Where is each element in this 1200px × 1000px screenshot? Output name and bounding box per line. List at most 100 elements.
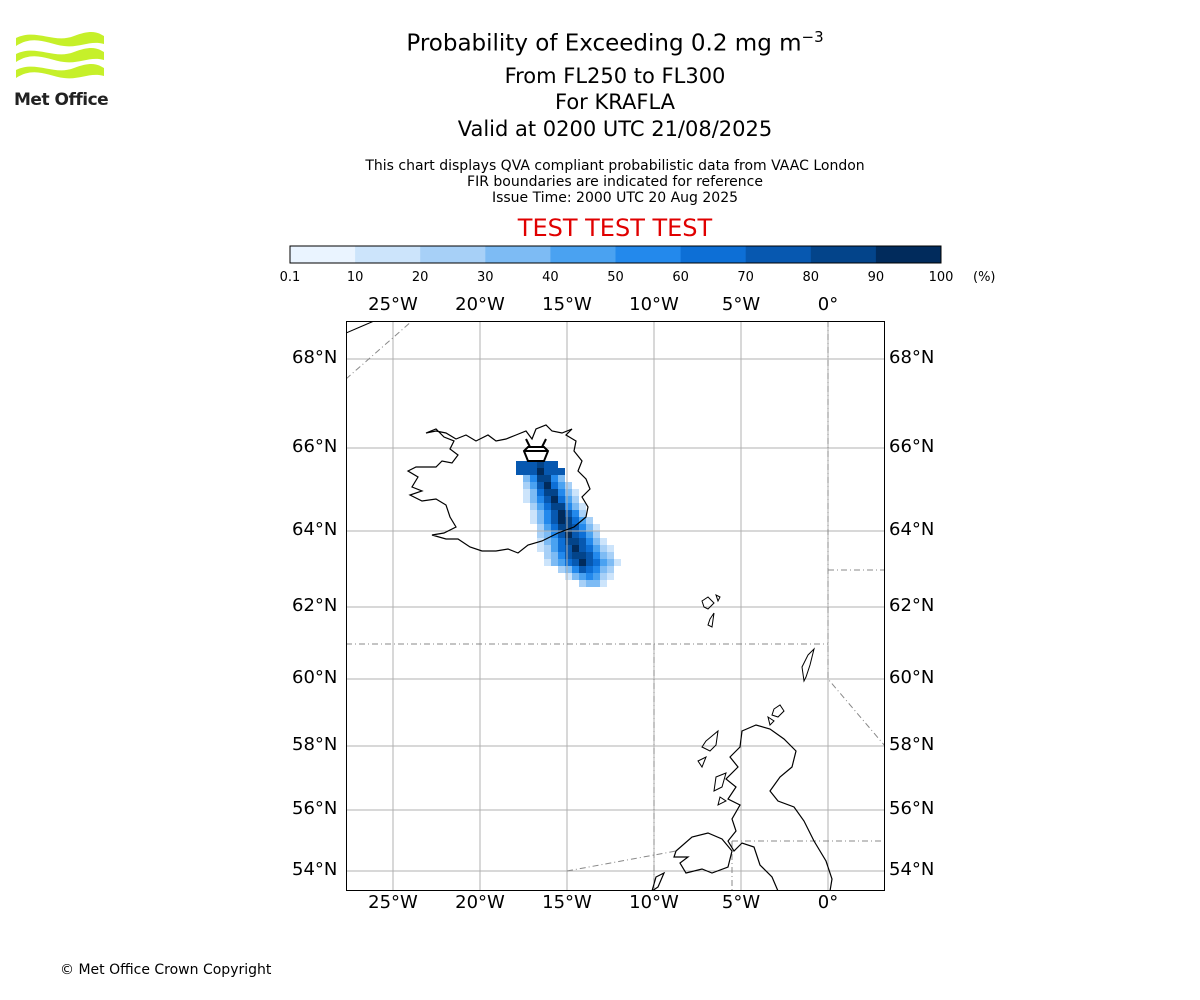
plume-cell <box>586 566 593 573</box>
plume-cell <box>593 580 600 587</box>
colorbar-tick: 20 <box>411 270 429 285</box>
plume-cell <box>558 517 565 524</box>
plume-cell <box>530 496 537 503</box>
colorbar-tick: 60 <box>672 270 689 285</box>
map <box>346 321 885 891</box>
plume-cell <box>565 573 572 580</box>
plume-cell <box>572 524 579 531</box>
lon-label: 20°W <box>455 892 505 913</box>
plume-cell <box>586 573 593 580</box>
plume-cell <box>544 545 551 552</box>
plume-cell <box>565 503 572 510</box>
plume-cell <box>579 503 586 510</box>
plume-cell <box>551 545 558 552</box>
colorbar-swatch <box>485 246 551 263</box>
plume-cell <box>586 517 593 524</box>
lat-label: 60°N <box>292 667 338 688</box>
plume-cell <box>593 559 600 566</box>
plume-cell <box>572 545 579 552</box>
plume-cell <box>537 503 544 510</box>
plume-cell <box>565 545 572 552</box>
plume-cell <box>572 552 579 559</box>
coastline-greenland <box>346 321 375 334</box>
plume-cell <box>551 552 558 559</box>
logo-text: Met Office <box>14 90 109 110</box>
plume-cell <box>537 545 544 552</box>
plume-cell <box>586 531 593 538</box>
plume-cell <box>565 496 572 503</box>
plume-cell <box>530 517 537 524</box>
plume-cell <box>537 461 544 468</box>
lon-label: 10°W <box>629 294 679 315</box>
plume-cell <box>530 510 537 517</box>
plume-cell <box>579 538 586 545</box>
plume-cell <box>558 524 565 531</box>
plume-cell <box>544 517 551 524</box>
colorbar-swatch <box>615 246 682 263</box>
lat-label: 62°N <box>292 595 338 616</box>
plume-cell <box>530 482 537 489</box>
plume-cell <box>558 566 565 573</box>
plume-cell <box>530 475 537 482</box>
plume-cell <box>586 524 593 531</box>
colorbar-swatch <box>875 246 942 263</box>
plume-cell <box>544 482 551 489</box>
plume-cell <box>558 496 565 503</box>
plume-cell <box>572 496 579 503</box>
plume-cell <box>579 545 586 552</box>
plume-cell <box>607 552 614 559</box>
plume-cell <box>558 482 565 489</box>
plume-cell <box>579 552 586 559</box>
plume-cell <box>516 468 523 475</box>
coastline-faroe <box>701 594 721 628</box>
plume-cell <box>600 559 607 566</box>
plume-cell <box>607 545 614 552</box>
plume-cell <box>579 573 586 580</box>
lon-label: 15°W <box>542 294 592 315</box>
plume-cell <box>579 531 586 538</box>
coastline-iceland <box>406 424 591 554</box>
coastline-scotland <box>725 724 833 891</box>
plume-cell <box>579 524 586 531</box>
plume-cell <box>551 524 558 531</box>
colorbar-swatch <box>550 246 616 263</box>
plume-cell <box>530 461 537 468</box>
plume-cell <box>586 552 593 559</box>
plume-cell <box>551 461 558 468</box>
plume-cell <box>544 503 551 510</box>
plume-cell <box>565 524 572 531</box>
plume-cell <box>572 531 579 538</box>
colorbar-tick: 90 <box>867 270 885 285</box>
plume-cell <box>558 489 565 496</box>
plume-cell <box>593 538 600 545</box>
plume-cell <box>593 566 600 573</box>
plume-cell <box>565 566 572 573</box>
map-background <box>346 321 885 891</box>
plume-cell <box>551 489 558 496</box>
lon-label: 5°W <box>721 892 761 913</box>
plume-cell <box>600 545 607 552</box>
lat-label: 56°N <box>889 798 935 819</box>
plume-cell <box>579 566 586 573</box>
plume-cell <box>537 482 544 489</box>
plume-cell <box>523 482 530 489</box>
colorbar-tick: 40 <box>542 270 559 285</box>
plume-cell <box>551 503 558 510</box>
lat-label: 60°N <box>889 667 935 688</box>
plume-cell <box>537 531 544 538</box>
plume-cell <box>565 531 572 538</box>
plume-cell <box>558 559 565 566</box>
plume-cell <box>551 559 558 566</box>
met-office-logo <box>14 30 106 92</box>
plume-cell <box>607 559 614 566</box>
plume-cell <box>544 475 551 482</box>
plume-cell <box>544 489 551 496</box>
plume-cell <box>551 510 558 517</box>
plume-cell <box>544 510 551 517</box>
colorbar-tick: 50 <box>607 270 624 285</box>
plume-cell <box>572 538 579 545</box>
title-main: Probability of Exceeding 0.2 mg m−3 <box>0 28 1200 57</box>
note-fir: FIR boundaries are indicated for referen… <box>467 174 763 190</box>
plume-cell <box>558 510 565 517</box>
plume-cell <box>544 461 551 468</box>
